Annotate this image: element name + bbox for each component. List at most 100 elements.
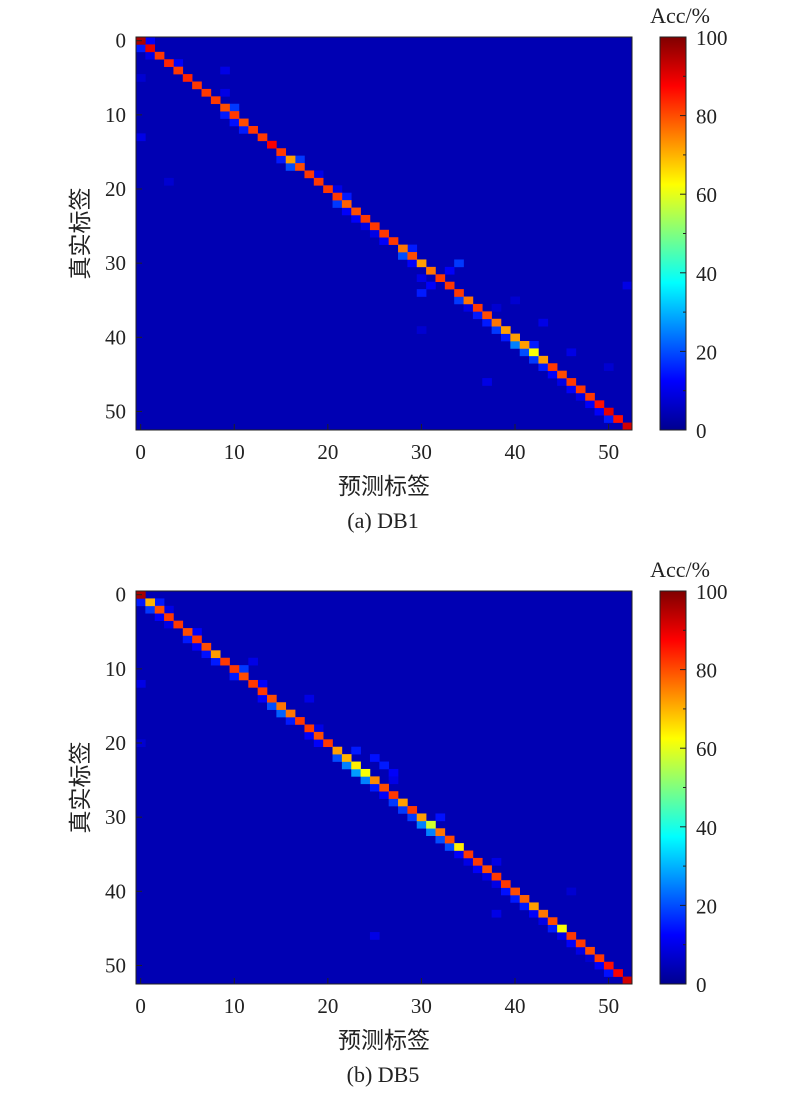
heatmap-diagonal-cell <box>304 724 315 733</box>
heatmap-cell <box>136 598 146 607</box>
heatmap-diagonal-cell <box>145 44 156 53</box>
heatmap-cell <box>369 783 380 792</box>
heatmap-diagonal-cell <box>407 252 418 260</box>
heatmap-diagonal-cell <box>341 200 352 208</box>
y-tick-label: 0 <box>116 583 127 607</box>
heatmap-cell <box>248 657 258 666</box>
heatmap-diagonal-cell <box>379 229 389 238</box>
heatmap-cell <box>136 133 146 142</box>
colorbar <box>659 36 687 431</box>
heatmap-diagonal-cell <box>585 946 595 955</box>
heatmap-cell <box>416 326 427 334</box>
heatmap-diagonal-cell <box>229 111 240 119</box>
heatmap-cell <box>444 266 455 275</box>
y-tick-label: 20 <box>105 731 126 755</box>
heatmap-cell <box>510 296 520 305</box>
heatmap-diagonal-cell <box>435 828 446 836</box>
heatmap-diagonal-cell <box>472 857 483 866</box>
heatmap-cell <box>267 702 277 710</box>
heatmap-diagonal-cell <box>295 163 305 171</box>
x-tick-label: 10 <box>224 440 245 464</box>
colorbar-label: Acc/% <box>650 557 710 582</box>
heatmap-diagonal-cell <box>594 954 605 963</box>
colorbar-tick-label: 40 <box>696 262 717 286</box>
x-tick-label: 10 <box>224 994 245 1018</box>
colorbar-tick-label: 80 <box>696 659 717 683</box>
y-tick-label: 40 <box>105 325 126 349</box>
heatmap-diagonal-cell <box>379 783 389 792</box>
heatmap-frame <box>135 36 633 431</box>
heatmap-cell <box>238 125 249 134</box>
heatmap-cell <box>164 620 174 629</box>
heatmap-cell <box>229 118 240 127</box>
heatmap-diagonal-cell <box>472 303 483 312</box>
heatmap-diagonal-cell <box>332 746 343 755</box>
heatmap-cell <box>416 274 427 282</box>
heatmap-cell <box>379 791 389 799</box>
heatmap-cell <box>603 363 614 371</box>
y-tick-label: 0 <box>116 29 127 53</box>
heatmap-cell <box>388 798 399 807</box>
y-tick-label: 30 <box>105 251 126 275</box>
heatmap-cell <box>341 207 352 216</box>
heatmap-diagonal-cell <box>164 613 174 621</box>
heatmap-cell <box>435 813 446 822</box>
heatmap-cell <box>472 865 483 874</box>
heatmap-diagonal-cell <box>257 687 268 696</box>
heatmap-cell <box>313 170 324 179</box>
heatmap-diagonal-cell <box>182 628 193 636</box>
heatmap-diagonal-cell <box>491 872 502 881</box>
heatmap-cell <box>257 694 268 703</box>
heatmap-cell <box>491 857 502 866</box>
heatmap-cell <box>154 598 165 607</box>
heatmap-diagonal-cell <box>351 207 361 216</box>
heatmap-cell <box>182 635 193 644</box>
heatmap-diagonal-cell <box>566 378 577 386</box>
heatmap-cell <box>538 917 549 925</box>
heatmap-cell <box>304 694 315 703</box>
heatmap-cell <box>575 392 586 401</box>
heatmap-diagonal-cell <box>388 237 399 245</box>
heatmap-cell <box>407 259 418 268</box>
heatmap-diagonal-cell <box>192 81 202 90</box>
heatmap-cell <box>388 768 399 777</box>
heatmap-diagonal-cell <box>285 709 296 718</box>
colorbar-tick-label: 20 <box>696 894 717 918</box>
heatmap-diagonal-cell <box>407 806 418 814</box>
heatmap-cell <box>276 155 287 164</box>
x-tick-label: 0 <box>135 994 146 1018</box>
heatmap-cell <box>369 932 380 940</box>
x-tick-label: 40 <box>505 994 526 1018</box>
colorbar-tick-label: 0 <box>696 973 707 997</box>
heatmap-cell <box>566 887 577 896</box>
heatmap-cell <box>369 229 380 238</box>
colorbar <box>659 590 687 985</box>
colorbar-tick-label: 60 <box>696 183 717 207</box>
heatmap-cell <box>238 665 249 673</box>
colorbar-tick-label: 100 <box>696 26 728 50</box>
heatmap-diagonal-cell <box>220 103 230 112</box>
heatmap-cell <box>285 163 296 171</box>
heatmap-cell <box>472 311 483 320</box>
heatmap-cell <box>369 754 380 762</box>
heatmap-diagonal-cell <box>182 74 193 82</box>
heatmap-cell <box>257 679 268 688</box>
heatmap-cell <box>566 385 577 394</box>
heatmap-diagonal-cell <box>435 274 446 282</box>
heatmap-cell <box>304 731 315 740</box>
heatmap-diagonal-cell <box>463 296 474 305</box>
x-tick-label: 30 <box>411 994 432 1018</box>
heatmap-cell <box>585 400 595 409</box>
heatmap-cell <box>435 835 446 844</box>
x-axis-label: 预测标签 <box>338 474 430 499</box>
heatmap-diagonal-cell <box>585 392 595 401</box>
x-tick-label: 20 <box>317 994 338 1018</box>
heatmap-cell <box>538 363 549 371</box>
heatmap-diagonal-cell <box>173 620 184 629</box>
heatmap-diagonal-cell <box>369 222 380 231</box>
heatmap-cell <box>192 628 202 636</box>
heatmap-cell <box>398 806 408 814</box>
colorbar-tick-label: 0 <box>696 419 707 443</box>
heatmap-cell <box>538 318 549 327</box>
heatmap-cell <box>454 296 464 305</box>
